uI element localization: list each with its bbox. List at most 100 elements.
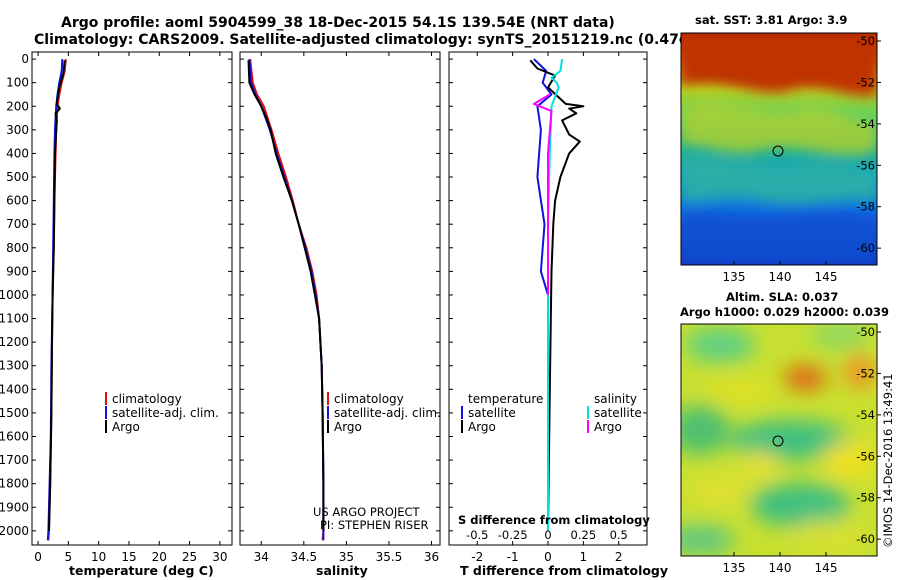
lat-tick-label: -56	[856, 158, 875, 172]
series-line-climatology	[249, 58, 325, 541]
depth-tick-label: 1800	[0, 477, 29, 491]
depth-tick-label: 200	[6, 99, 29, 113]
lat-tick-label: -54	[856, 117, 875, 131]
lat-tick-label: -60	[856, 241, 875, 255]
sla-map: Altim. SLA: 0.037 Argo h1000: 0.029 h200…	[680, 290, 895, 575]
salinity-legend: climatology satellite-adj. clim. Argo	[327, 392, 441, 434]
x-tick-label: 30	[212, 550, 227, 564]
s-tick-label: 0	[544, 528, 551, 542]
x-tick-label: 25	[182, 550, 197, 564]
legend-label-t-satellite: satellite	[468, 406, 516, 420]
s-difference-axis-title: S difference from climatology	[458, 513, 650, 527]
salinity-panel: 34 34.5 35 35.5 36	[239, 51, 441, 564]
sst-map-title: sat. SST: 3.81 Argo: 3.9	[695, 13, 847, 27]
sla-map-frame	[680, 323, 878, 557]
x-tick-label: 15	[121, 550, 136, 564]
depth-tick-label: 1900	[0, 500, 29, 514]
sst-profile-marker	[772, 145, 784, 157]
legend-label-argo: Argo	[334, 420, 362, 434]
depth-tick-label: 300	[6, 123, 29, 137]
sst-map: sat. SST: 3.81 Argo: 3.9 -50 -52 -54 -56 -58…	[680, 13, 881, 284]
depth-tick-label: 1500	[0, 406, 29, 420]
x-tick-label: -2	[471, 550, 483, 564]
legend-heading-temperature: temperature	[468, 392, 543, 406]
depth-tick-label: 1100	[0, 312, 29, 326]
sst-map-frame	[680, 32, 878, 266]
legend-label-climatology: climatology	[112, 392, 182, 406]
lat-tick-label: -52	[856, 366, 875, 380]
depth-axis-labels: 0 100 200 300 400 500 600 700 800 900 1000 1100 1200…	[0, 52, 29, 538]
lat-tick-label: -56	[856, 449, 875, 463]
depth-tick-label: 600	[6, 194, 29, 208]
sla-map-field	[681, 324, 877, 556]
temperature-axis-label: temperature (deg C)	[69, 563, 214, 578]
x-tick-label: 34	[254, 550, 269, 564]
x-tick-label: 35.5	[376, 550, 403, 564]
sst-map-ticks: -50 -52 -54 -56 -58 -60 135 140 145	[723, 34, 881, 284]
depth-tick-label: 100	[6, 76, 29, 90]
sst-map-field	[681, 33, 877, 265]
depth-tick-label: 1300	[0, 359, 29, 373]
lat-tick-label: -52	[856, 75, 875, 89]
lat-tick-label: -50	[856, 325, 875, 339]
plot-frame	[239, 51, 441, 546]
x-tick-label: 36	[424, 550, 439, 564]
lat-tick-label: -50	[856, 34, 875, 48]
depth-tick-label: 900	[6, 264, 29, 278]
s-difference-axis: -0.5 -0.25 0 0.25 0.5	[466, 528, 628, 542]
series-line-satellite-adj-clim-	[248, 59, 325, 541]
legend-label-satellite: satellite-adj. clim.	[112, 406, 219, 420]
legend-label-s-argo: Argo	[594, 420, 622, 434]
lon-tick-label: 145	[815, 270, 838, 284]
depth-tick-label: 1600	[0, 429, 29, 443]
sla-map-title: Altim. SLA: 0.037	[726, 290, 838, 304]
figure-title-line-2: Climatology: CARS2009. Satellite-adjuste…	[34, 32, 737, 48]
legend-label-s-satellite: satellite	[594, 406, 642, 420]
x-tick-label: 35	[339, 550, 354, 564]
lat-tick-label: -60	[856, 532, 875, 546]
depth-tick-label: 800	[6, 241, 29, 255]
sla-map-ticks: -50 -52 -54 -56 -58 -60 135 140 145	[723, 325, 881, 575]
x-tick-label: 2	[615, 550, 623, 564]
depth-tick-label: 700	[6, 217, 29, 231]
lat-tick-label: -54	[856, 408, 875, 422]
credit-line-1: US ARGO PROJECT	[313, 505, 421, 519]
depth-tick-label: 1200	[0, 335, 29, 349]
x-tick-label: 20	[152, 550, 167, 564]
series-line-t-argo	[529, 59, 585, 531]
series-line-s-argo	[532, 93, 553, 295]
sla-profile-marker	[772, 435, 784, 447]
s-tick-label: -0.5	[466, 528, 488, 542]
salinity-axis-label: salinity	[316, 563, 368, 578]
series-line-argo	[48, 60, 66, 531]
lon-tick-label: 140	[769, 561, 792, 575]
difference-panel: -2 -1 0 1 2	[448, 51, 648, 564]
difference-legend: temperature satellite Argo salinity sate…	[461, 392, 642, 434]
temperature-panel: 0 5 10 15 20 25 30	[31, 51, 233, 564]
depth-tick-label: 1700	[0, 453, 29, 467]
x-tick-label: -1	[507, 550, 519, 564]
depth-tick-label: 500	[6, 170, 29, 184]
plot-frame	[31, 51, 233, 546]
sla-map-subtitle: Argo h1000: 0.029 h2000: 0.039	[680, 305, 889, 319]
x-tick-label: 0	[544, 550, 552, 564]
x-tick-label: 5	[65, 550, 73, 564]
x-tick-label: 34.5	[290, 550, 317, 564]
lon-tick-label: 135	[723, 561, 746, 575]
lon-tick-label: 135	[723, 270, 746, 284]
x-tick-label: 1	[580, 550, 588, 564]
x-tick-label: 0	[34, 550, 42, 564]
lat-tick-label: -58	[856, 200, 875, 214]
depth-tick-label: 0	[21, 52, 29, 66]
lon-tick-label: 140	[769, 270, 792, 284]
difference-axis-label: T difference from climatology	[460, 563, 668, 578]
depth-tick-label: 1000	[0, 288, 29, 302]
depth-tick-label: 1400	[0, 382, 29, 396]
depth-tick-label: 400	[6, 146, 29, 160]
legend-heading-salinity: salinity	[594, 392, 637, 406]
x-tick-label: 10	[91, 550, 106, 564]
imos-watermark: ©IMOS 14-Dec-2016 13:49:41	[881, 373, 895, 548]
legend-label-climatology: climatology	[334, 392, 404, 406]
